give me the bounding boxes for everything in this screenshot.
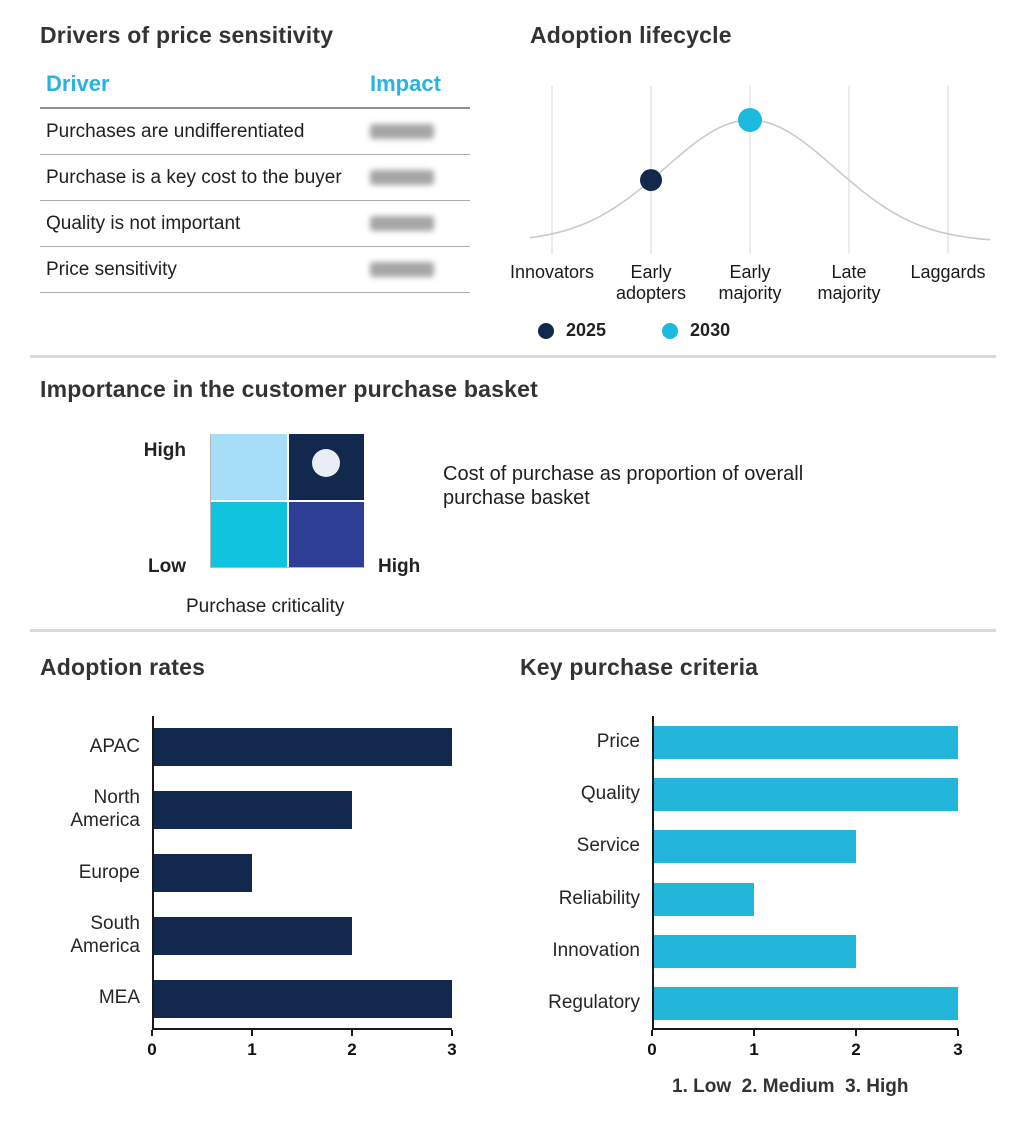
marker-2030 (738, 108, 762, 132)
tick-label: 1 (247, 1040, 257, 1059)
matrix-x-high-label: High (378, 556, 421, 577)
bar-label: MEA (98, 987, 140, 1009)
bar (654, 778, 958, 811)
tick-mark (351, 1030, 353, 1036)
tick-mark (251, 1030, 253, 1036)
bar (654, 882, 754, 916)
bar-label: Reliability (558, 887, 640, 909)
lifecycle-title: Adoption lifecycle (530, 22, 732, 48)
tick-mark (451, 1030, 453, 1036)
bar-label: Price (596, 730, 640, 752)
tick-mark (151, 1030, 153, 1036)
table-row: Price sensitivity (40, 247, 470, 293)
driver-cell: Purchase is a key cost to the buyer (46, 166, 342, 188)
column-header-impact: Impact (370, 71, 441, 96)
bar-label: Quality (580, 783, 640, 805)
tick-label: 1 (749, 1040, 759, 1059)
impact-cell (370, 262, 470, 277)
table-row: Purchase is a key cost to the buyer (40, 155, 470, 201)
lifecycle-category-label: Late majority (817, 262, 881, 303)
redacted-impact-value (370, 262, 434, 277)
purchase-basket-matrix (210, 434, 364, 568)
legend-item: 2030 (662, 320, 730, 341)
tick-label: 0 (647, 1040, 657, 1059)
bar (154, 854, 252, 892)
redacted-impact-value (370, 170, 434, 185)
lifecycle-category-label: Innovators (509, 262, 595, 282)
section-divider (30, 629, 996, 632)
legend-dot (538, 322, 554, 339)
driver-cell: Quality is not important (46, 212, 241, 234)
driver-cell: Purchases are undifferentiated (46, 120, 305, 142)
criteria-scale-footnote: 1. Low 2. Medium 3. High (672, 1076, 909, 1097)
bar (654, 935, 856, 968)
legend-label: 2025 (566, 320, 607, 340)
drivers-table-body: Purchases are undifferentiated Purchase i… (40, 109, 470, 293)
matrix-x-axis-title: Purchase criticality (186, 596, 345, 617)
matrix-y-high-label: High (143, 440, 186, 461)
marker-2025 (640, 169, 662, 192)
bar (154, 728, 452, 767)
matrix-y-low-label: Low (148, 556, 186, 577)
bar-label: Regulatory (548, 992, 640, 1014)
lifecycle-category-label: Early adopters (615, 262, 687, 303)
drivers-title: Drivers of price sensitivity (40, 22, 334, 48)
impact-cell (370, 170, 470, 185)
bar-label: APAC (89, 736, 140, 757)
chart-axis (652, 716, 958, 1030)
bar (654, 987, 958, 1021)
lifecycle-plot (530, 86, 990, 254)
adoption-rates-title: Adoption rates (40, 654, 206, 680)
table-row: Purchases are undifferentiated (40, 109, 470, 155)
tick-label: 2 (347, 1040, 357, 1059)
legend-label: 2030 (690, 320, 731, 340)
section-divider (30, 355, 996, 358)
matrix-marker-dot (312, 449, 341, 478)
tick-mark (651, 1030, 653, 1036)
tick-label: 3 (953, 1040, 963, 1059)
tick-mark (753, 1030, 755, 1036)
matrix-quadrant-bottom-left (211, 501, 287, 567)
lifecycle-legend: 2025 2030 (538, 320, 730, 341)
basket-annotation: Cost of purchase as proportion of overal… (443, 463, 804, 509)
redacted-impact-value (370, 124, 434, 139)
tick-label: 0 (147, 1040, 157, 1059)
legend-item: 2025 (538, 320, 606, 341)
bar (654, 830, 856, 864)
bar (154, 916, 352, 955)
column-header-driver: Driver (46, 71, 110, 96)
bar-label: South America (70, 912, 140, 957)
criteria-title: Key purchase criteria (520, 654, 759, 680)
lifecycle-category-label: Early majority (718, 262, 782, 303)
tick-label: 2 (851, 1040, 861, 1059)
lifecycle-section: Adoption lifecycle Innovators Early adopt… (510, 22, 1000, 352)
chart-axis (152, 716, 452, 1030)
impact-cell (370, 124, 470, 139)
bar (154, 979, 452, 1018)
tick-mark (855, 1030, 857, 1036)
impact-cell (370, 216, 470, 231)
driver-cell: Price sensitivity (46, 258, 177, 280)
tick-mark (957, 1030, 959, 1036)
bar-label: North America (70, 787, 140, 832)
table-row: Quality is not important (40, 201, 470, 247)
drivers-table-header: Driver Impact (40, 61, 470, 109)
matrix-quadrant-top-right (288, 434, 364, 500)
bar-label: Innovation (552, 940, 640, 962)
matrix-quadrant-top-left (211, 434, 287, 500)
bar-label: Europe (78, 861, 140, 883)
legend-dot (662, 322, 679, 339)
bell-curve (530, 119, 990, 241)
drivers-section: Drivers of price sensitivity Driver Impa… (40, 22, 470, 293)
basket-title: Importance in the customer purchase bask… (40, 376, 538, 402)
bar-label: Service (576, 835, 640, 857)
lifecycle-category-label: Laggards (910, 262, 986, 282)
bar (654, 725, 958, 759)
redacted-impact-value (370, 216, 434, 231)
bar (154, 791, 352, 830)
matrix-quadrant-bottom-right (288, 501, 364, 567)
tick-label: 3 (447, 1040, 457, 1059)
